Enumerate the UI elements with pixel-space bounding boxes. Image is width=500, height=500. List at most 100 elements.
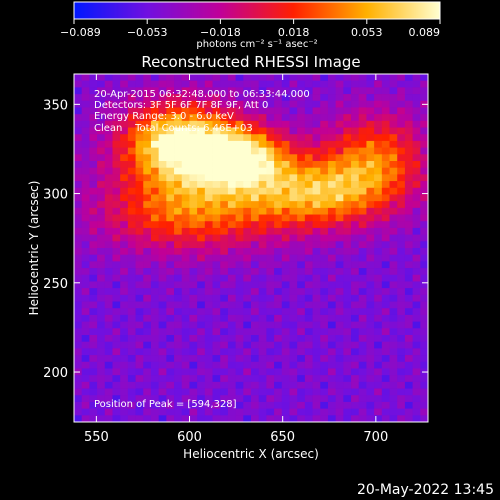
heatmap-cell [251,201,260,209]
heatmap-cell [220,381,229,389]
heatmap-cell [212,207,221,215]
heatmap-cell [412,261,421,269]
heatmap-cell [181,120,190,128]
heatmap-cell [381,161,390,169]
heatmap-cell [197,335,206,343]
heatmap-cell [150,328,160,336]
heatmap-cell [335,401,344,410]
heatmap-cell [289,314,298,323]
heatmap-cell [420,308,428,316]
heatmap-cell [281,368,290,376]
heatmap-cell [274,174,283,182]
heatmap-cell [289,201,298,209]
heatmap-cell [227,181,237,189]
heatmap-cell [366,321,375,329]
heatmap-cell [381,355,390,363]
heatmap-cell [266,381,275,389]
colorbar-tick-label: −0.018 [200,26,241,39]
heatmap-cell [312,321,321,329]
heatmap-cell [266,395,275,403]
heatmap-cell [420,355,428,363]
heatmap-cell [150,227,160,236]
heatmap-cell [189,301,198,309]
heatmap-cell [304,227,313,236]
heatmap-cell [135,335,144,343]
heatmap-cell [281,294,290,302]
heatmap-cell [74,127,83,135]
heatmap-cell [189,368,198,376]
heatmap-cell [204,100,213,108]
heatmap-cell [158,94,167,102]
heatmap-cell [412,134,421,142]
heatmap-cell [166,147,175,155]
heatmap-cell [174,268,183,276]
heatmap-cell [112,288,121,296]
heatmap-cell [397,314,406,323]
heatmap-cell [351,94,360,102]
heatmap-cell [304,361,313,369]
heatmap-cell [312,181,321,189]
heatmap-cell [181,348,190,356]
heatmap-cell [281,140,290,149]
heatmap-cell [81,94,90,102]
heatmap-cell [281,74,290,82]
heatmap-cell [281,288,290,296]
heatmap-cell [389,248,398,256]
heatmap-cell [235,361,244,369]
heatmap-cell [181,248,190,256]
heatmap-cell [227,107,237,115]
heatmap-cell [220,281,229,289]
heatmap-cell [204,140,213,149]
heatmap-cell [127,174,136,182]
heatmap-cell [158,134,167,142]
heatmap-cell [274,154,283,162]
heatmap-cell [366,221,375,229]
heatmap-cell [289,227,298,236]
heatmap-cell [212,201,221,209]
heatmap-cell [81,328,90,336]
heatmap-cell [150,181,160,189]
heatmap-cell [127,274,136,282]
heatmap-cell [343,355,352,363]
heatmap-cell [220,301,229,309]
heatmap-cell [404,261,414,269]
heatmap-cell [251,355,260,363]
heatmap-cell [343,288,352,296]
heatmap-cell [89,321,98,329]
heatmap-cell [120,401,129,410]
heatmap-cell [104,194,113,202]
heatmap-cell [104,74,113,82]
heatmap-cell [251,147,260,155]
heatmap-cell [235,134,244,142]
heatmap-cell [327,241,337,249]
heatmap-cell [412,355,421,363]
heatmap-cell [312,120,321,128]
heatmap-cell [281,221,290,229]
heatmap-cell [104,294,113,302]
heatmap-cell [89,348,98,356]
heatmap-cell [181,281,190,289]
heatmap-cell [120,74,129,82]
heatmap-cell [304,221,313,229]
heatmap-cell [343,181,352,189]
heatmap-cell [343,227,352,236]
heatmap-cell [274,328,283,336]
heatmap-cell [220,221,229,229]
heatmap-cell [266,181,275,189]
heatmap-cell [266,261,275,269]
heatmap-cell [127,114,136,122]
heatmap-cell [351,274,360,282]
heatmap-cell [158,181,167,189]
heatmap-cell [135,301,144,309]
heatmap-cell [243,241,252,249]
heatmap-cell [227,154,237,162]
heatmap-cell [143,74,152,82]
heatmap-cell [420,234,428,242]
heatmap-cell [404,361,414,369]
heatmap-cell [343,74,352,82]
heatmap-cell [235,241,244,249]
heatmap-cell [197,341,206,349]
heatmap-cell [404,248,414,256]
heatmap-cell [158,114,167,122]
heatmap-cell [166,207,175,215]
